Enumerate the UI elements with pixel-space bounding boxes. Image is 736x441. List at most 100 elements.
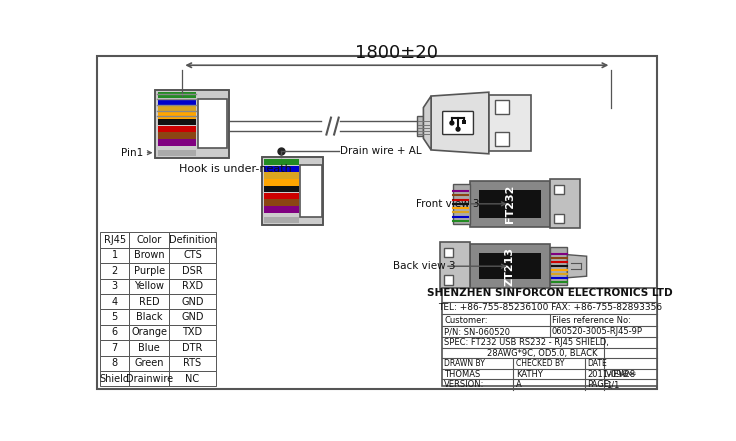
Bar: [453, 184, 470, 224]
Polygon shape: [431, 92, 489, 154]
Text: Hook is under-neath: Hook is under-neath: [179, 164, 291, 174]
Bar: [169, 263, 216, 279]
Bar: [158, 99, 197, 105]
Bar: [100, 371, 130, 386]
Text: Customer:: Customer:: [445, 316, 488, 325]
Text: GND: GND: [181, 312, 204, 322]
Bar: [158, 139, 197, 146]
Bar: [169, 325, 216, 340]
Bar: [155, 90, 229, 157]
Polygon shape: [567, 254, 587, 278]
Text: RED: RED: [139, 297, 160, 306]
FancyBboxPatch shape: [442, 112, 473, 135]
Bar: [554, 214, 564, 223]
Text: DSR: DSR: [182, 266, 202, 276]
Bar: [130, 294, 169, 309]
Bar: [262, 157, 323, 224]
Text: 3: 3: [112, 281, 118, 291]
Text: Definition: Definition: [169, 235, 216, 245]
Bar: [262, 157, 323, 224]
Bar: [264, 193, 299, 199]
Bar: [264, 172, 299, 179]
Bar: [100, 232, 130, 248]
Text: Green: Green: [135, 358, 164, 368]
Text: DATE: DATE: [587, 359, 607, 368]
Text: SPEC: FT232 USB RS232 - RJ45 SHIELD,: SPEC: FT232 USB RS232 - RJ45 SHIELD,: [445, 338, 609, 347]
Bar: [264, 206, 299, 213]
Text: A: A: [516, 380, 522, 389]
Bar: [551, 247, 567, 285]
Text: 060520-3005-RJ45-9P: 060520-3005-RJ45-9P: [552, 327, 643, 336]
Text: SHENZHEN SINFORCON ELECTRONICS LTD: SHENZHEN SINFORCON ELECTRONICS LTD: [427, 288, 673, 298]
Text: Color: Color: [137, 235, 162, 245]
Bar: [169, 355, 216, 371]
Text: Pin1: Pin1: [121, 148, 143, 158]
Bar: [495, 100, 509, 114]
Bar: [264, 199, 299, 206]
Bar: [440, 243, 470, 290]
Bar: [130, 325, 169, 340]
Text: FT232: FT232: [505, 185, 514, 223]
Text: P/N: SN-060520: P/N: SN-060520: [445, 327, 510, 336]
Text: THOMAS: THOMAS: [445, 370, 481, 378]
Bar: [130, 248, 169, 263]
Text: TEL: +86-755-85236100 FAX: +86-755-82893356: TEL: +86-755-85236100 FAX: +86-755-82893…: [438, 303, 662, 312]
Text: RTS: RTS: [183, 358, 202, 368]
Bar: [169, 294, 216, 309]
Bar: [130, 371, 169, 386]
Text: 6: 6: [112, 327, 118, 337]
Bar: [158, 126, 197, 132]
Bar: [470, 244, 551, 288]
Bar: [130, 232, 169, 248]
Bar: [264, 159, 299, 165]
Bar: [158, 150, 197, 156]
Bar: [264, 186, 299, 192]
Text: Files reference No:: Files reference No:: [552, 316, 631, 325]
Bar: [130, 340, 169, 355]
Bar: [264, 165, 299, 172]
Bar: [130, 355, 169, 371]
Text: Purple: Purple: [134, 266, 165, 276]
Text: 1: 1: [112, 250, 118, 261]
Bar: [169, 248, 216, 263]
Text: 1800±20: 1800±20: [355, 44, 439, 62]
Bar: [264, 179, 299, 186]
Bar: [198, 99, 227, 149]
Text: DRAWN BY: DRAWN BY: [445, 359, 485, 368]
Text: NC: NC: [185, 374, 199, 384]
Circle shape: [456, 127, 460, 131]
Bar: [300, 164, 322, 217]
Text: Drain wire + AL: Drain wire + AL: [340, 146, 422, 156]
Bar: [155, 90, 229, 157]
Bar: [551, 179, 580, 228]
Bar: [417, 116, 431, 136]
Text: Front view 3: Front view 3: [416, 199, 479, 209]
Text: 5: 5: [112, 312, 118, 322]
Bar: [169, 340, 216, 355]
Bar: [130, 309, 169, 325]
Bar: [158, 105, 197, 112]
Bar: [158, 132, 197, 139]
Bar: [554, 185, 564, 194]
Text: 7: 7: [112, 343, 118, 353]
Text: 8: 8: [112, 358, 118, 368]
Bar: [100, 355, 130, 371]
Polygon shape: [423, 96, 431, 150]
Text: Shield: Shield: [99, 374, 130, 384]
Bar: [158, 112, 197, 119]
Text: Back view 3: Back view 3: [392, 261, 455, 271]
Text: Orange: Orange: [131, 327, 167, 337]
Text: 2011-09-28: 2011-09-28: [587, 370, 635, 378]
Bar: [445, 248, 453, 257]
Bar: [130, 279, 169, 294]
Bar: [445, 276, 453, 285]
Bar: [158, 119, 197, 125]
Bar: [100, 325, 130, 340]
Bar: [100, 248, 130, 263]
Text: KATHY: KATHY: [516, 370, 542, 378]
Bar: [100, 294, 130, 309]
Bar: [158, 92, 197, 98]
Text: Black: Black: [136, 312, 163, 322]
Bar: [479, 253, 541, 279]
Text: RJ45: RJ45: [104, 235, 126, 245]
